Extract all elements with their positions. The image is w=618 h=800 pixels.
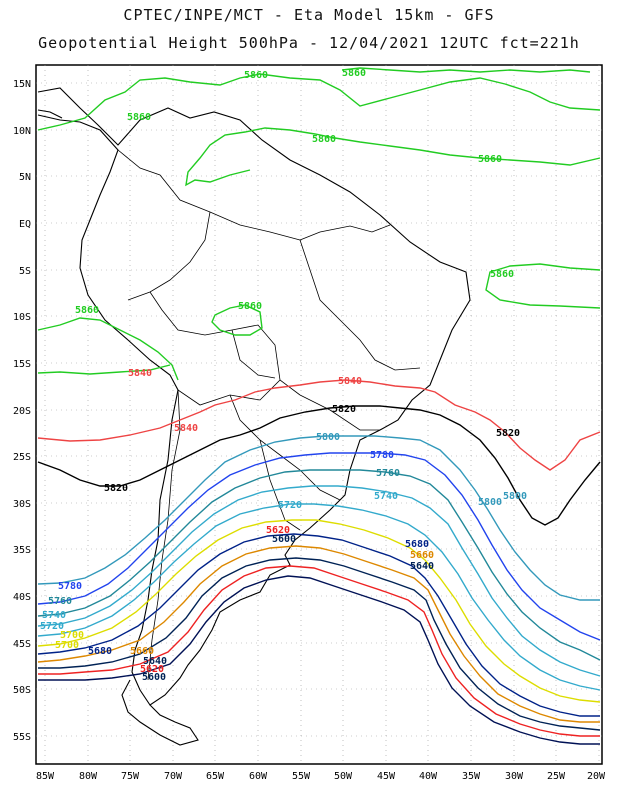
contour-label: 5660 <box>410 550 434 561</box>
lat-label: 35S <box>13 545 31 556</box>
lon-label: 80W <box>79 771 98 782</box>
lon-label: 35W <box>462 771 481 782</box>
lon-label: 60W <box>249 771 268 782</box>
lon-label: 45W <box>377 771 396 782</box>
contour-label: 5700 <box>55 640 79 651</box>
contour-label: 5820 <box>496 428 520 439</box>
contour-label: 5740 <box>374 491 398 502</box>
lon-label: 30W <box>505 771 524 782</box>
contour-label: 5860 <box>490 269 514 280</box>
lat-label: 20S <box>13 406 31 417</box>
contour-label: 5860 <box>238 301 262 312</box>
contour-label: 5620 <box>266 525 290 536</box>
lat-label: EQ <box>19 219 31 230</box>
contour-label: 5620 <box>140 664 164 675</box>
contour-label: 5860 <box>478 154 502 165</box>
contour-label: 5800 <box>478 497 502 508</box>
contour-label: 5840 <box>128 368 152 379</box>
lat-label: 10S <box>13 312 31 323</box>
map-title-line2: Geopotential Height 500hPa - 12/04/2021 … <box>38 34 580 52</box>
contour-label: 5680 <box>88 646 112 657</box>
contour-label: 5640 <box>410 561 434 572</box>
contour-label: 5700 <box>60 630 84 641</box>
contour-label: 5720 <box>278 500 302 511</box>
country-borders <box>117 149 421 681</box>
contour-label: 5780 <box>370 450 394 461</box>
contour-label: 5640 <box>143 656 167 667</box>
contour-label: 5820 <box>332 404 356 415</box>
contour-label: 5840 <box>174 423 198 434</box>
plot-frame <box>35 64 603 765</box>
lon-label: 50W <box>334 771 353 782</box>
lat-label: 5N <box>19 172 31 183</box>
lon-label: 55W <box>292 771 311 782</box>
contour-label: 5720 <box>40 621 64 632</box>
contour-label: 5860 <box>75 305 99 316</box>
map-title-line1: CPTEC/INPE/MCT - Eta Model 15km - GFS <box>123 6 495 24</box>
lat-label: 40S <box>13 592 31 603</box>
lon-label: 85W <box>36 771 55 782</box>
contour-label: 5600 <box>272 534 296 545</box>
lon-label: 20W <box>587 771 606 782</box>
lat-label: 25S <box>13 452 31 463</box>
lat-label: 15N <box>13 79 31 90</box>
lat-label: 5S <box>19 266 31 277</box>
contour-label: 5860 <box>312 134 336 145</box>
lat-label: 30S <box>13 499 31 510</box>
lat-label: 10N <box>13 126 31 137</box>
contour-label: 5780 <box>58 581 82 592</box>
contour-label: 5840 <box>338 376 362 387</box>
lat-label: 55S <box>13 732 31 743</box>
contour-label: 5760 <box>48 596 72 607</box>
contour-label: 5760 <box>376 468 400 479</box>
lon-label: 70W <box>164 771 183 782</box>
lon-label: 65W <box>206 771 225 782</box>
contour-label: 5680 <box>405 539 429 550</box>
lat-label: 50S <box>13 685 31 696</box>
longitude-axis: 85W 80W 75W 70W 65W 60W 55W 50W 45W 40W … <box>36 771 606 782</box>
lon-label: 75W <box>121 771 140 782</box>
lon-label: 25W <box>547 771 566 782</box>
contour-label: 5820 <box>104 483 128 494</box>
contour-label: 5660 <box>130 646 154 657</box>
contour-label: 5600 <box>142 672 166 683</box>
contour-label: 5740 <box>42 610 66 621</box>
contour-lines <box>37 67 601 745</box>
latitude-axis: 15N 10N 5N EQ 5S 10S 15S 20S 25S 30S 35S… <box>13 79 31 743</box>
contour-labels: 5860 5860 5860 5860 5860 5860 5860 5860 … <box>40 68 527 683</box>
contour-label: 5860 <box>342 68 366 79</box>
contour-label: 5860 <box>244 70 268 81</box>
contour-label: 5800 <box>316 432 340 443</box>
lon-label: 40W <box>419 771 438 782</box>
lat-label: 15S <box>13 359 31 370</box>
contour-label: 5800 <box>503 491 527 502</box>
lat-label: 45S <box>13 639 31 650</box>
contour-label: 5860 <box>127 112 151 123</box>
